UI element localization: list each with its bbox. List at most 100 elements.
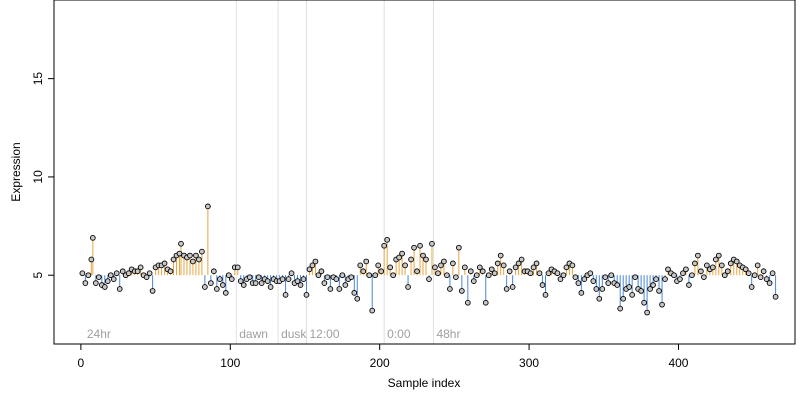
data-point-14 (119, 268, 126, 275)
data-point-143 (503, 286, 510, 292)
data-point-133 (473, 272, 480, 279)
data-point-152 (530, 264, 537, 271)
data-point-40 (196, 256, 202, 263)
data-point-227 (754, 262, 761, 269)
data-point-188 (638, 288, 644, 294)
x-tick-label-3: 300 (519, 356, 539, 370)
event-labels: 24hr dawn dusk 12:00 0:00 48hr (87, 327, 461, 341)
data-point-171 (587, 270, 594, 277)
x-tick-label-0: 0 (78, 356, 85, 370)
data-point-100 (375, 262, 382, 269)
data-point-47 (216, 276, 223, 282)
data-point-68 (279, 276, 286, 282)
data-point-48 (219, 282, 226, 288)
data-point-173 (593, 286, 600, 292)
data-point-125 (450, 260, 456, 267)
data-point-6 (95, 274, 102, 281)
data-point-23 (146, 270, 153, 277)
data-point-141 (497, 252, 504, 259)
data-point-148 (518, 256, 525, 263)
data-point-73 (294, 278, 301, 284)
data-point-131 (467, 268, 474, 275)
data-point-8 (101, 284, 108, 290)
data-point-126 (453, 274, 459, 281)
data-point-189 (641, 299, 647, 306)
data-point-161 (557, 276, 564, 282)
data-point-3 (88, 256, 95, 263)
y-tick-label-2: 15 (31, 72, 45, 86)
data-point-109 (402, 262, 408, 269)
data-point-226 (751, 272, 758, 279)
data-point-217 (724, 268, 731, 275)
data-point-107 (396, 254, 402, 261)
data-point-113 (414, 268, 420, 275)
data-point-81 (318, 268, 325, 275)
data-point-75 (300, 276, 307, 282)
data-point-151 (527, 270, 534, 277)
data-point-154 (536, 270, 543, 277)
data-point-157 (545, 270, 552, 277)
data-point-83 (324, 274, 331, 281)
data-point-224 (745, 270, 752, 277)
data-point-12 (113, 270, 120, 277)
data-point-9 (104, 278, 111, 284)
data-point-177 (605, 280, 612, 286)
data-point-22 (143, 274, 150, 281)
data-point-4 (89, 235, 96, 241)
data-point-76 (303, 292, 310, 298)
data-point-178 (608, 272, 615, 279)
data-point-64 (267, 284, 274, 290)
data-point-49 (222, 290, 229, 296)
data-point-145 (509, 284, 516, 290)
data-point-92 (351, 290, 358, 296)
data-point-212 (709, 264, 716, 271)
data-point-24 (149, 288, 156, 294)
data-point-112 (411, 244, 417, 251)
data-point-95 (360, 268, 367, 275)
data-point-129 (461, 264, 468, 271)
data-point-128 (458, 288, 465, 294)
data-point-225 (748, 284, 755, 290)
event-label-5: 48hr (436, 327, 460, 341)
data-point-233 (772, 293, 779, 300)
data-point-190 (644, 309, 650, 316)
x-tick-label-1: 100 (220, 356, 240, 370)
data-point-105 (390, 272, 396, 279)
data-point-41 (199, 248, 205, 255)
data-point-139 (491, 270, 498, 277)
data-point-142 (500, 262, 507, 269)
data-point-54 (237, 278, 244, 284)
data-point-147 (515, 260, 522, 267)
data-point-33 (176, 250, 183, 257)
data-point-228 (757, 274, 764, 281)
data-point-223 (742, 266, 749, 273)
data-point-46 (213, 286, 220, 292)
data-point-168 (578, 290, 585, 296)
data-point-38 (190, 258, 196, 265)
data-point-82 (321, 280, 328, 286)
data-point-13 (116, 286, 123, 292)
data-point-77 (306, 266, 313, 273)
data-point-37 (187, 252, 193, 259)
data-point-80 (315, 272, 322, 279)
data-point-123 (444, 272, 450, 279)
data-point-165 (569, 262, 576, 269)
data-point-216 (721, 272, 728, 279)
data-point-45 (211, 268, 217, 275)
data-points (79, 203, 779, 316)
data-point-209 (701, 274, 707, 281)
data-point-28 (161, 260, 168, 267)
data-point-167 (575, 280, 582, 286)
data-point-103 (384, 236, 391, 243)
data-point-210 (704, 262, 710, 269)
data-point-93 (354, 295, 361, 302)
data-point-214 (715, 252, 722, 259)
data-point-195 (659, 301, 665, 308)
data-point-199 (671, 272, 677, 279)
data-point-185 (629, 292, 636, 298)
data-point-97 (366, 272, 373, 279)
event-lines (235, 0, 434, 344)
data-point-160 (554, 270, 561, 277)
data-point-130 (464, 299, 471, 306)
data-point-169 (581, 276, 588, 282)
